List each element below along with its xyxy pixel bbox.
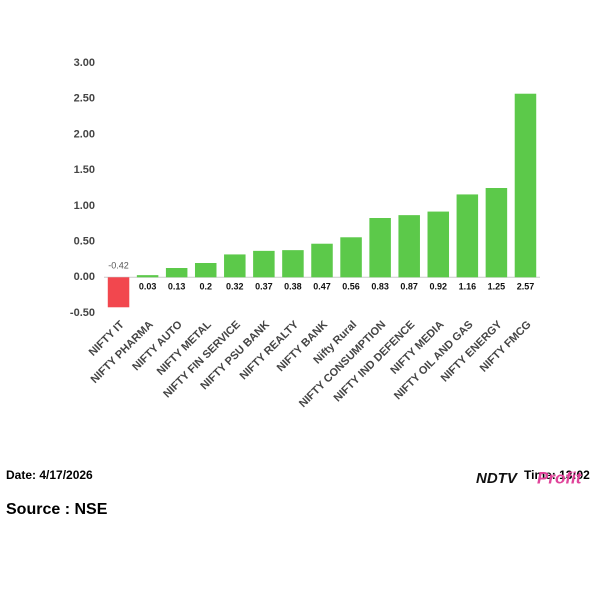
bar bbox=[282, 250, 304, 278]
date: Date: 4/17/2026 bbox=[6, 468, 93, 482]
value-label: 0.37 bbox=[255, 282, 273, 292]
bar bbox=[107, 277, 130, 308]
logo-profit: Profit bbox=[537, 468, 583, 487]
bar bbox=[398, 215, 420, 278]
value-label: 0.47 bbox=[313, 282, 331, 292]
y-tick-label: 0.50 bbox=[74, 235, 95, 247]
bar bbox=[340, 237, 362, 278]
bar bbox=[136, 275, 159, 278]
y-tick-label: 2.50 bbox=[74, 93, 95, 105]
time: Time: 13:02 bbox=[524, 468, 590, 482]
bar bbox=[485, 188, 508, 278]
y-tick-label: 1.00 bbox=[74, 200, 95, 212]
value-label: 0.03 bbox=[139, 282, 157, 292]
bar bbox=[194, 263, 217, 278]
bar bbox=[253, 250, 275, 278]
value-label: 0.2 bbox=[199, 282, 212, 292]
y-tick-label: 3.00 bbox=[74, 57, 95, 69]
value-label: -0.42 bbox=[108, 261, 129, 271]
value-label: 1.25 bbox=[488, 282, 506, 292]
value-label: 0.87 bbox=[400, 282, 418, 292]
value-label: 0.92 bbox=[430, 282, 448, 292]
bar bbox=[369, 218, 391, 278]
value-label: 0.38 bbox=[284, 282, 302, 292]
bar bbox=[427, 211, 450, 278]
value-label: 0.13 bbox=[168, 282, 186, 292]
y-tick-label: 0.00 bbox=[74, 271, 95, 283]
bar bbox=[165, 268, 188, 278]
logo-ndtv: NDTV bbox=[476, 470, 519, 487]
value-label: 0.83 bbox=[371, 282, 389, 292]
value-label: 0.56 bbox=[342, 282, 360, 292]
y-tick-label: 2.00 bbox=[74, 128, 95, 140]
x-tick-label: NIFTY FMCG bbox=[478, 319, 534, 375]
bar bbox=[311, 243, 333, 278]
y-tick-label: -0.50 bbox=[70, 307, 95, 319]
value-label: 0.32 bbox=[226, 282, 244, 292]
bar bbox=[514, 93, 537, 278]
bar bbox=[224, 254, 246, 278]
value-label: 1.16 bbox=[459, 282, 477, 292]
bar bbox=[456, 194, 479, 278]
source: Source : NSE bbox=[6, 501, 108, 518]
y-tick-label: 1.50 bbox=[74, 164, 95, 176]
value-label: 2.57 bbox=[517, 282, 535, 292]
